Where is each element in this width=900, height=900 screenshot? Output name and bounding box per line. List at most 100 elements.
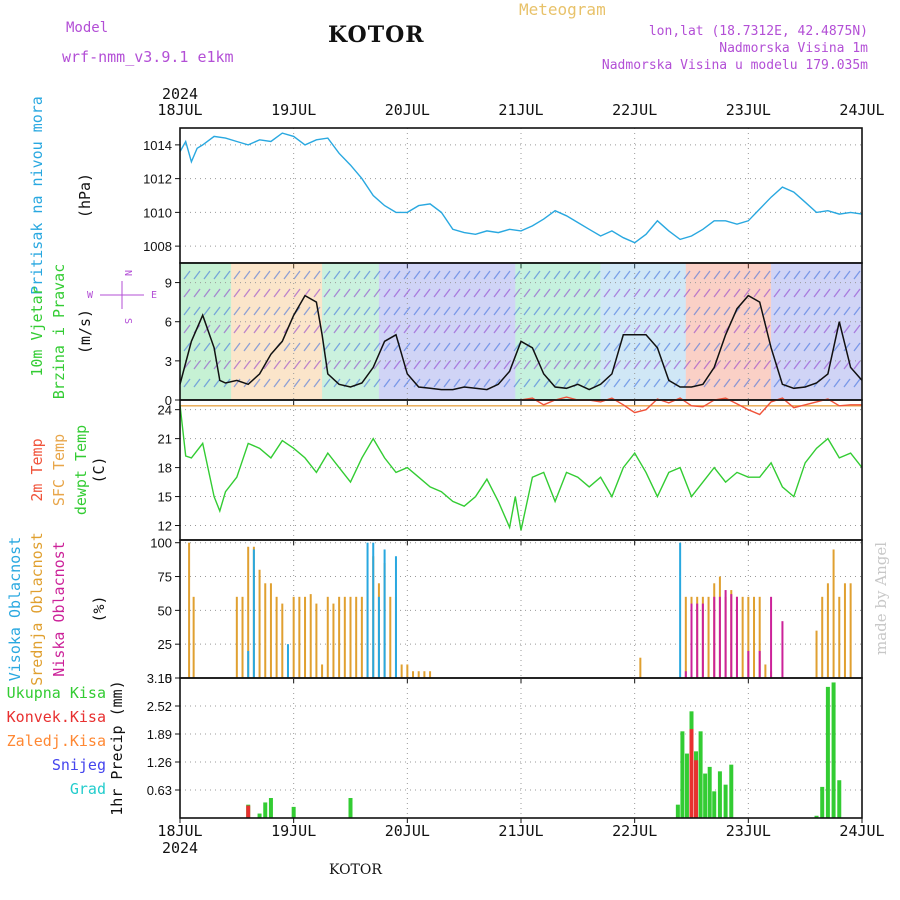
bar-cloud_mid [417,671,420,678]
bar-cloud_mid [349,596,352,678]
bar-cloud_mid [264,583,267,678]
bar-cloud_high [252,549,255,678]
bar-precip_total [717,771,722,818]
bar-cloud_mid [639,657,642,678]
bar-cloud_low [684,671,687,678]
y-tick-label: 0 [165,671,172,686]
x-tick-label-bottom: 20JUL [385,822,430,840]
bar-cloud_mid [281,603,284,678]
bar-cloud_mid [258,569,261,678]
y-tick-label: 0 [165,393,172,408]
bar-cloud_mid [355,596,358,678]
bar-cloud_mid [423,671,426,678]
y-tick-label: 3.15 [147,671,172,686]
bar-precip_conv [689,729,694,818]
bar-cloud_mid [849,583,852,678]
compass-north: N [122,270,133,276]
series-line-wind_speed [179,294,863,391]
compass-south: S [122,318,133,324]
wind-direction-band [515,263,601,400]
panel-label: 10m Vjetar [28,286,46,376]
bar-precip_total [348,798,353,818]
bar-cloud_mid [389,596,392,678]
x-tick-label-bottom: 18JUL [157,822,202,840]
bar-cloud_mid [684,596,687,678]
bar-cloud_high [377,596,380,678]
wind-direction-band [771,263,862,400]
wind-direction-band [378,263,516,400]
chart-type-label: Meteogram [519,0,606,19]
bar-cloud_mid [343,596,346,678]
bar-cloud_high [372,542,375,678]
bar-cloud_high [679,542,682,678]
bar-cloud_mid [838,596,841,678]
bar-cloud_low [735,596,738,678]
bar-cloud_high [286,644,289,678]
elevation-label: Nadmorska Visina 1m [719,41,868,56]
panel-label: dewpt Temp [72,425,90,515]
series-line-dewpoint [179,404,863,531]
bar-cloud_mid [321,664,324,678]
panel-unit: (%) [90,595,108,622]
y-tick-label: 1.89 [147,727,172,742]
bar-cloud_mid [832,549,835,678]
bar-cloud_mid [826,583,829,678]
bar-cloud_mid [338,596,341,678]
y-tick-label: 9 [165,276,172,291]
series-line-pressure [179,132,863,244]
y-tick-label: 15 [158,490,172,505]
precip-legend-label: Snijeg [52,756,106,774]
bar-cloud_mid [815,630,818,678]
x-tick-label-bottom: 21JUL [498,822,543,840]
x-tick-label-top: 22JUL [612,101,657,119]
bar-precip_total [257,813,262,818]
bar-cloud_low [701,603,704,678]
panel-label: Brzina i Pravac [50,264,68,399]
panel-label: Pritisak na nivou mora [28,96,46,295]
y-tick-label: 100 [150,536,172,551]
footer-location: KOTOR [329,862,382,878]
panel-unit: (m/s) [76,309,94,354]
model-label: Model [66,20,109,36]
wind-direction-band [685,263,772,400]
x-year-bottom: 2024 [162,839,198,857]
bar-cloud_mid [269,583,272,678]
model-name: wrf-nmm_v3.9.1 e1km [62,48,234,66]
y-tick-label: 21 [158,432,172,447]
y-tick-label: 24 [158,403,172,418]
bar-cloud_high [247,650,250,678]
bar-cloud_mid [764,664,767,678]
panel-label: Niska Oblacnost [50,541,68,676]
bar-cloud_mid [326,596,329,678]
bar-cloud_mid [758,596,761,678]
bar-cloud_mid [298,596,301,678]
bar-cloud_mid [821,596,824,678]
panel-unit: (C) [90,456,108,483]
panel-label: Visoka Oblacnost [6,537,24,682]
panel-unit: 1hr Precip (mm) [108,680,126,815]
y-tick-label: 25 [158,637,172,652]
bar-precip_conv [246,805,251,818]
y-tick-label: 75 [158,570,172,585]
x-tick-label-top: 23JUL [726,101,771,119]
x-tick-label-bottom: 23JUL [726,822,771,840]
bar-cloud_mid [753,596,756,678]
bar-cloud_mid [241,596,244,678]
bar-cloud_mid [360,596,363,678]
panel-unit: (hPa) [76,173,94,218]
bar-precip_total [712,791,717,818]
y-tick-label: 1.26 [147,755,172,770]
bar-precip_total [825,686,830,818]
bar-cloud_mid [412,671,415,678]
bar-precip_total [291,806,296,818]
y-tick-label: 0.63 [147,783,172,798]
wind-barb-row [183,270,861,280]
x-year-top: 2024 [162,85,198,103]
wind-barb-row [183,360,861,370]
bar-cloud_mid [304,596,307,678]
bar-cloud_low [718,596,721,678]
x-tick-label-top: 20JUL [385,101,430,119]
bar-cloud_low [696,603,699,678]
y-tick-label: 12 [158,519,172,534]
